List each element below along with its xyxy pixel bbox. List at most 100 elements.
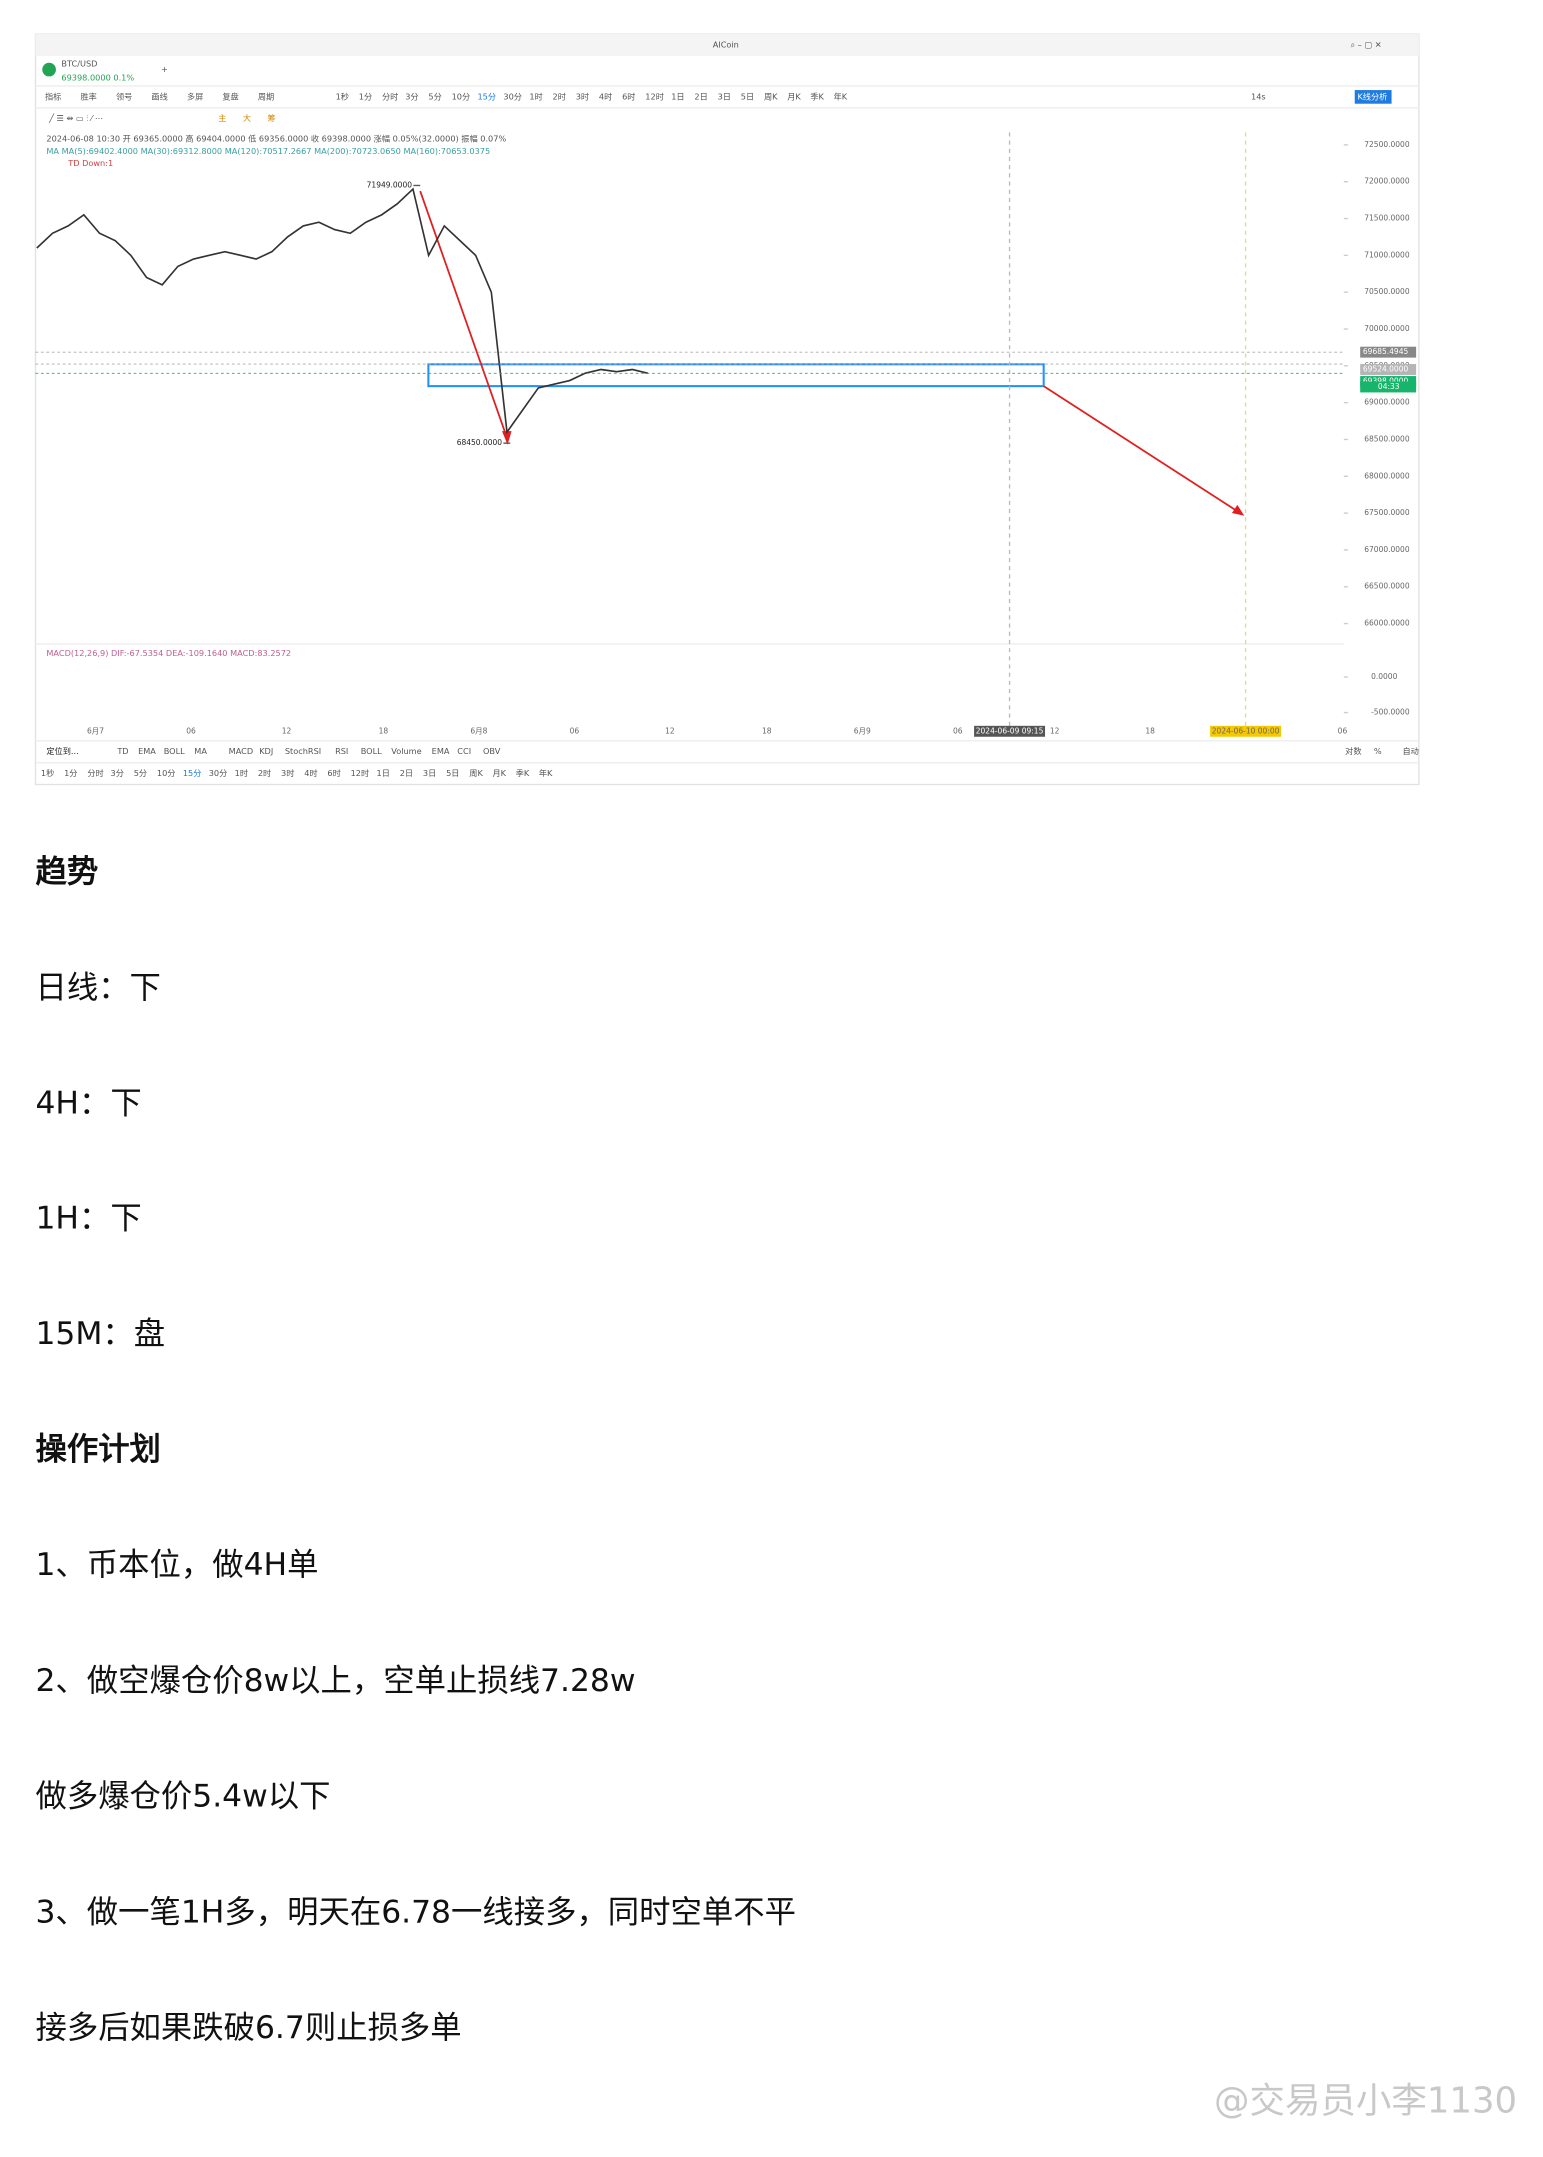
period-button[interactable]: 30分: [503, 91, 522, 101]
period-button[interactable]: 15分: [183, 768, 202, 778]
analysis-button[interactable]: K线分析: [1357, 91, 1387, 101]
indicator-tab[interactable]: OBV: [483, 746, 501, 756]
period-button[interactable]: 1日: [377, 768, 390, 778]
period-button[interactable]: 10分: [452, 91, 471, 101]
trend-line: 日线：下: [35, 970, 160, 1006]
period-button[interactable]: 年K: [834, 91, 848, 101]
chart-option[interactable]: %: [1374, 746, 1382, 756]
td-info: TD Down:1: [67, 158, 113, 168]
period-button[interactable]: 3日: [423, 768, 436, 778]
plan-line: 1、币本位，做4H单: [35, 1547, 318, 1583]
period-button[interactable]: 5日: [741, 91, 754, 101]
add-tab[interactable]: +: [161, 64, 168, 74]
period-button[interactable]: 10分: [157, 768, 176, 778]
period-button[interactable]: 2日: [400, 768, 413, 778]
price-tag: 69685.4945: [1363, 347, 1409, 356]
period-button[interactable]: 2时: [553, 91, 566, 101]
arrow: [1043, 385, 1241, 514]
period-button[interactable]: 15分: [477, 91, 496, 101]
period-button[interactable]: 1秒: [41, 768, 54, 778]
period-button[interactable]: 3时: [576, 91, 589, 101]
window-title: AICoin: [713, 40, 739, 50]
title-bar: [35, 34, 1419, 56]
period-button[interactable]: 分时: [382, 91, 398, 101]
period-button[interactable]: 分时: [87, 768, 103, 778]
period-button[interactable]: 季K: [516, 768, 530, 778]
toolbar-item[interactable]: 周期: [258, 91, 274, 101]
period-button[interactable]: 4时: [304, 768, 317, 778]
indicator-tab[interactable]: BOLL: [361, 746, 382, 756]
period-button[interactable]: 3分: [111, 768, 124, 778]
y-tick-label: 68500.0000: [1364, 434, 1410, 443]
indicator-tab[interactable]: MACD: [229, 746, 254, 756]
period-button[interactable]: 2日: [694, 91, 707, 101]
period-button[interactable]: 6时: [622, 91, 635, 101]
toolbar-item[interactable]: 指标: [45, 91, 61, 101]
arrow-head: [1231, 504, 1245, 516]
period-button[interactable]: 1日: [671, 91, 684, 101]
draw-tool[interactable]: 大: [243, 113, 251, 123]
period-button[interactable]: 12时: [645, 91, 664, 101]
period-button[interactable]: 1分: [64, 768, 77, 778]
toolbar-item[interactable]: 胜率: [80, 91, 96, 101]
indicator-tab[interactable]: StochRSI: [285, 746, 321, 756]
period-button[interactable]: 季K: [810, 91, 824, 101]
period-button[interactable]: 5分: [134, 768, 147, 778]
indicator-tab[interactable]: KDJ: [259, 746, 273, 756]
indicator-tab[interactable]: EMA: [432, 746, 450, 756]
period-button[interactable]: 1时: [529, 91, 542, 101]
chart-option[interactable]: 自动: [1402, 746, 1418, 756]
period-button[interactable]: 周K: [764, 91, 778, 101]
indicator-tab[interactable]: RSI: [335, 746, 348, 756]
period-button[interactable]: 3时: [281, 768, 294, 778]
draw-tools[interactable]: ╱ ☰ ⇹ ▭ ⫶ ⁄ ⋯: [48, 113, 103, 123]
chart-option[interactable]: 对数: [1345, 746, 1361, 756]
trend-line: 4H：下: [35, 1085, 141, 1121]
symbol[interactable]: BTC/USD: [61, 59, 97, 69]
indicator-tab[interactable]: TD: [116, 746, 128, 756]
draw-tool[interactable]: 筹: [267, 113, 275, 123]
time-label: 06: [953, 726, 963, 735]
indicator-tab[interactable]: CCI: [457, 746, 471, 756]
period-button[interactable]: 3日: [718, 91, 731, 101]
window-controls[interactable]: ⌕ – ▢ ✕: [1351, 40, 1382, 50]
period-button[interactable]: 月K: [787, 91, 801, 101]
ma-info: MA MA(5):69402.4000 MA(30):69312.8000 MA…: [46, 146, 490, 156]
period-button[interactable]: 30分: [209, 768, 228, 778]
y-tick-label: 70000.0000: [1364, 324, 1410, 333]
low-label: 68450.0000: [457, 438, 503, 447]
locate[interactable]: 定位到...: [46, 746, 78, 756]
toolbar-item[interactable]: 复盘: [222, 91, 238, 101]
watermark: @交易员小李1130: [1214, 2080, 1517, 2121]
plan-line: 做多爆仓价5.4w以下: [35, 1779, 330, 1815]
indicator-tab[interactable]: MA: [194, 746, 207, 756]
time-label: 12: [282, 726, 292, 735]
indicator-tab[interactable]: EMA: [138, 746, 156, 756]
period-button[interactable]: 2时: [258, 768, 271, 778]
draw-tool[interactable]: 主: [218, 113, 226, 123]
toolbar-item[interactable]: 画线: [151, 91, 167, 101]
period-button[interactable]: 1分: [359, 91, 372, 101]
period-button[interactable]: 1时: [235, 768, 248, 778]
period-button[interactable]: 4时: [599, 91, 612, 101]
period-button[interactable]: 5日: [446, 768, 459, 778]
period-button[interactable]: 12时: [351, 768, 370, 778]
period-button[interactable]: 周K: [469, 768, 483, 778]
toolbar-item[interactable]: 多屏: [187, 91, 203, 101]
period-button[interactable]: 1秒: [336, 91, 349, 101]
period-button[interactable]: 年K: [539, 768, 553, 778]
period-button[interactable]: 3分: [405, 91, 418, 101]
trend-line: 1H：下: [35, 1201, 141, 1237]
period-button[interactable]: 5分: [428, 91, 441, 101]
toolbar-item[interactable]: 领号: [116, 91, 132, 101]
time-label: 6月7: [87, 726, 104, 735]
period-button[interactable]: 6时: [327, 768, 340, 778]
y-tick-label: 71500.0000: [1364, 214, 1410, 223]
y-tick-label: 66500.0000: [1364, 582, 1410, 591]
indicator-tab[interactable]: BOLL: [164, 746, 185, 756]
high-label: 71949.0000: [367, 180, 413, 189]
indicator-tab[interactable]: Volume: [391, 746, 421, 756]
period-button[interactable]: 月K: [493, 768, 507, 778]
arrow-head: [502, 431, 512, 445]
